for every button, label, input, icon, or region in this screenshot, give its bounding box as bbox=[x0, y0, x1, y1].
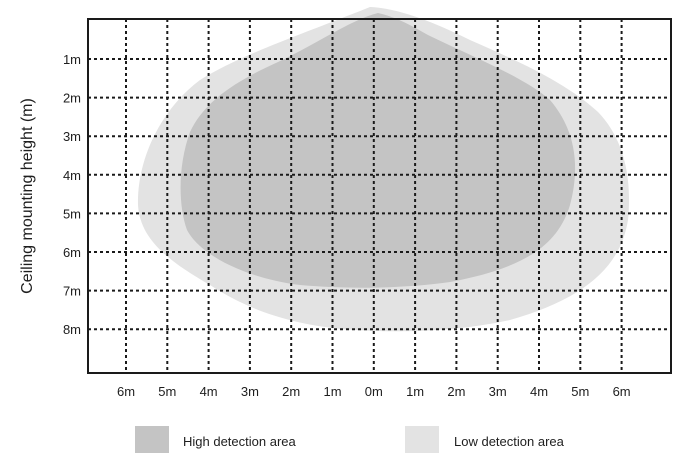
y-axis-title: Ceiling mounting height (m) bbox=[19, 98, 36, 294]
x-tick-label: 1m bbox=[323, 384, 341, 399]
detection-zones bbox=[137, 7, 630, 332]
x-tick-label: 4m bbox=[530, 384, 548, 399]
y-tick-label: 7m bbox=[63, 284, 81, 299]
legend: High detection area Low detection area bbox=[135, 426, 565, 453]
x-tick-label: 2m bbox=[282, 384, 300, 399]
x-tick-label: 0m bbox=[365, 384, 383, 399]
legend-label-high: High detection area bbox=[183, 434, 297, 449]
x-axis-ticks: 6m 5m 4m 3m 2m 1m 0m 1m 2m 3m 4m 5m 6m bbox=[117, 384, 631, 399]
x-tick-label: 2m bbox=[447, 384, 465, 399]
x-tick-label: 1m bbox=[406, 384, 424, 399]
legend-swatch-high bbox=[135, 426, 169, 453]
high-detection-area bbox=[180, 13, 576, 288]
y-tick-label: 8m bbox=[63, 322, 81, 337]
y-tick-label: 2m bbox=[63, 91, 81, 106]
legend-label-low: Low detection area bbox=[454, 434, 565, 449]
x-tick-label: 6m bbox=[613, 384, 631, 399]
y-tick-label: 3m bbox=[63, 129, 81, 144]
x-tick-label: 4m bbox=[200, 384, 218, 399]
x-tick-label: 6m bbox=[117, 384, 135, 399]
y-axis-ticks: 1m 2m 3m 4m 5m 6m 7m 8m bbox=[63, 52, 81, 337]
y-tick-label: 4m bbox=[63, 168, 81, 183]
y-tick-label: 1m bbox=[63, 52, 81, 67]
y-tick-label: 6m bbox=[63, 245, 81, 260]
grid-lines bbox=[88, 19, 671, 373]
y-tick-label: 5m bbox=[63, 206, 81, 221]
plot-border bbox=[87, 18, 672, 374]
x-tick-label: 5m bbox=[571, 384, 589, 399]
x-tick-label: 3m bbox=[241, 384, 259, 399]
legend-swatch-low bbox=[405, 426, 439, 453]
x-tick-label: 5m bbox=[158, 384, 176, 399]
x-tick-label: 3m bbox=[489, 384, 507, 399]
